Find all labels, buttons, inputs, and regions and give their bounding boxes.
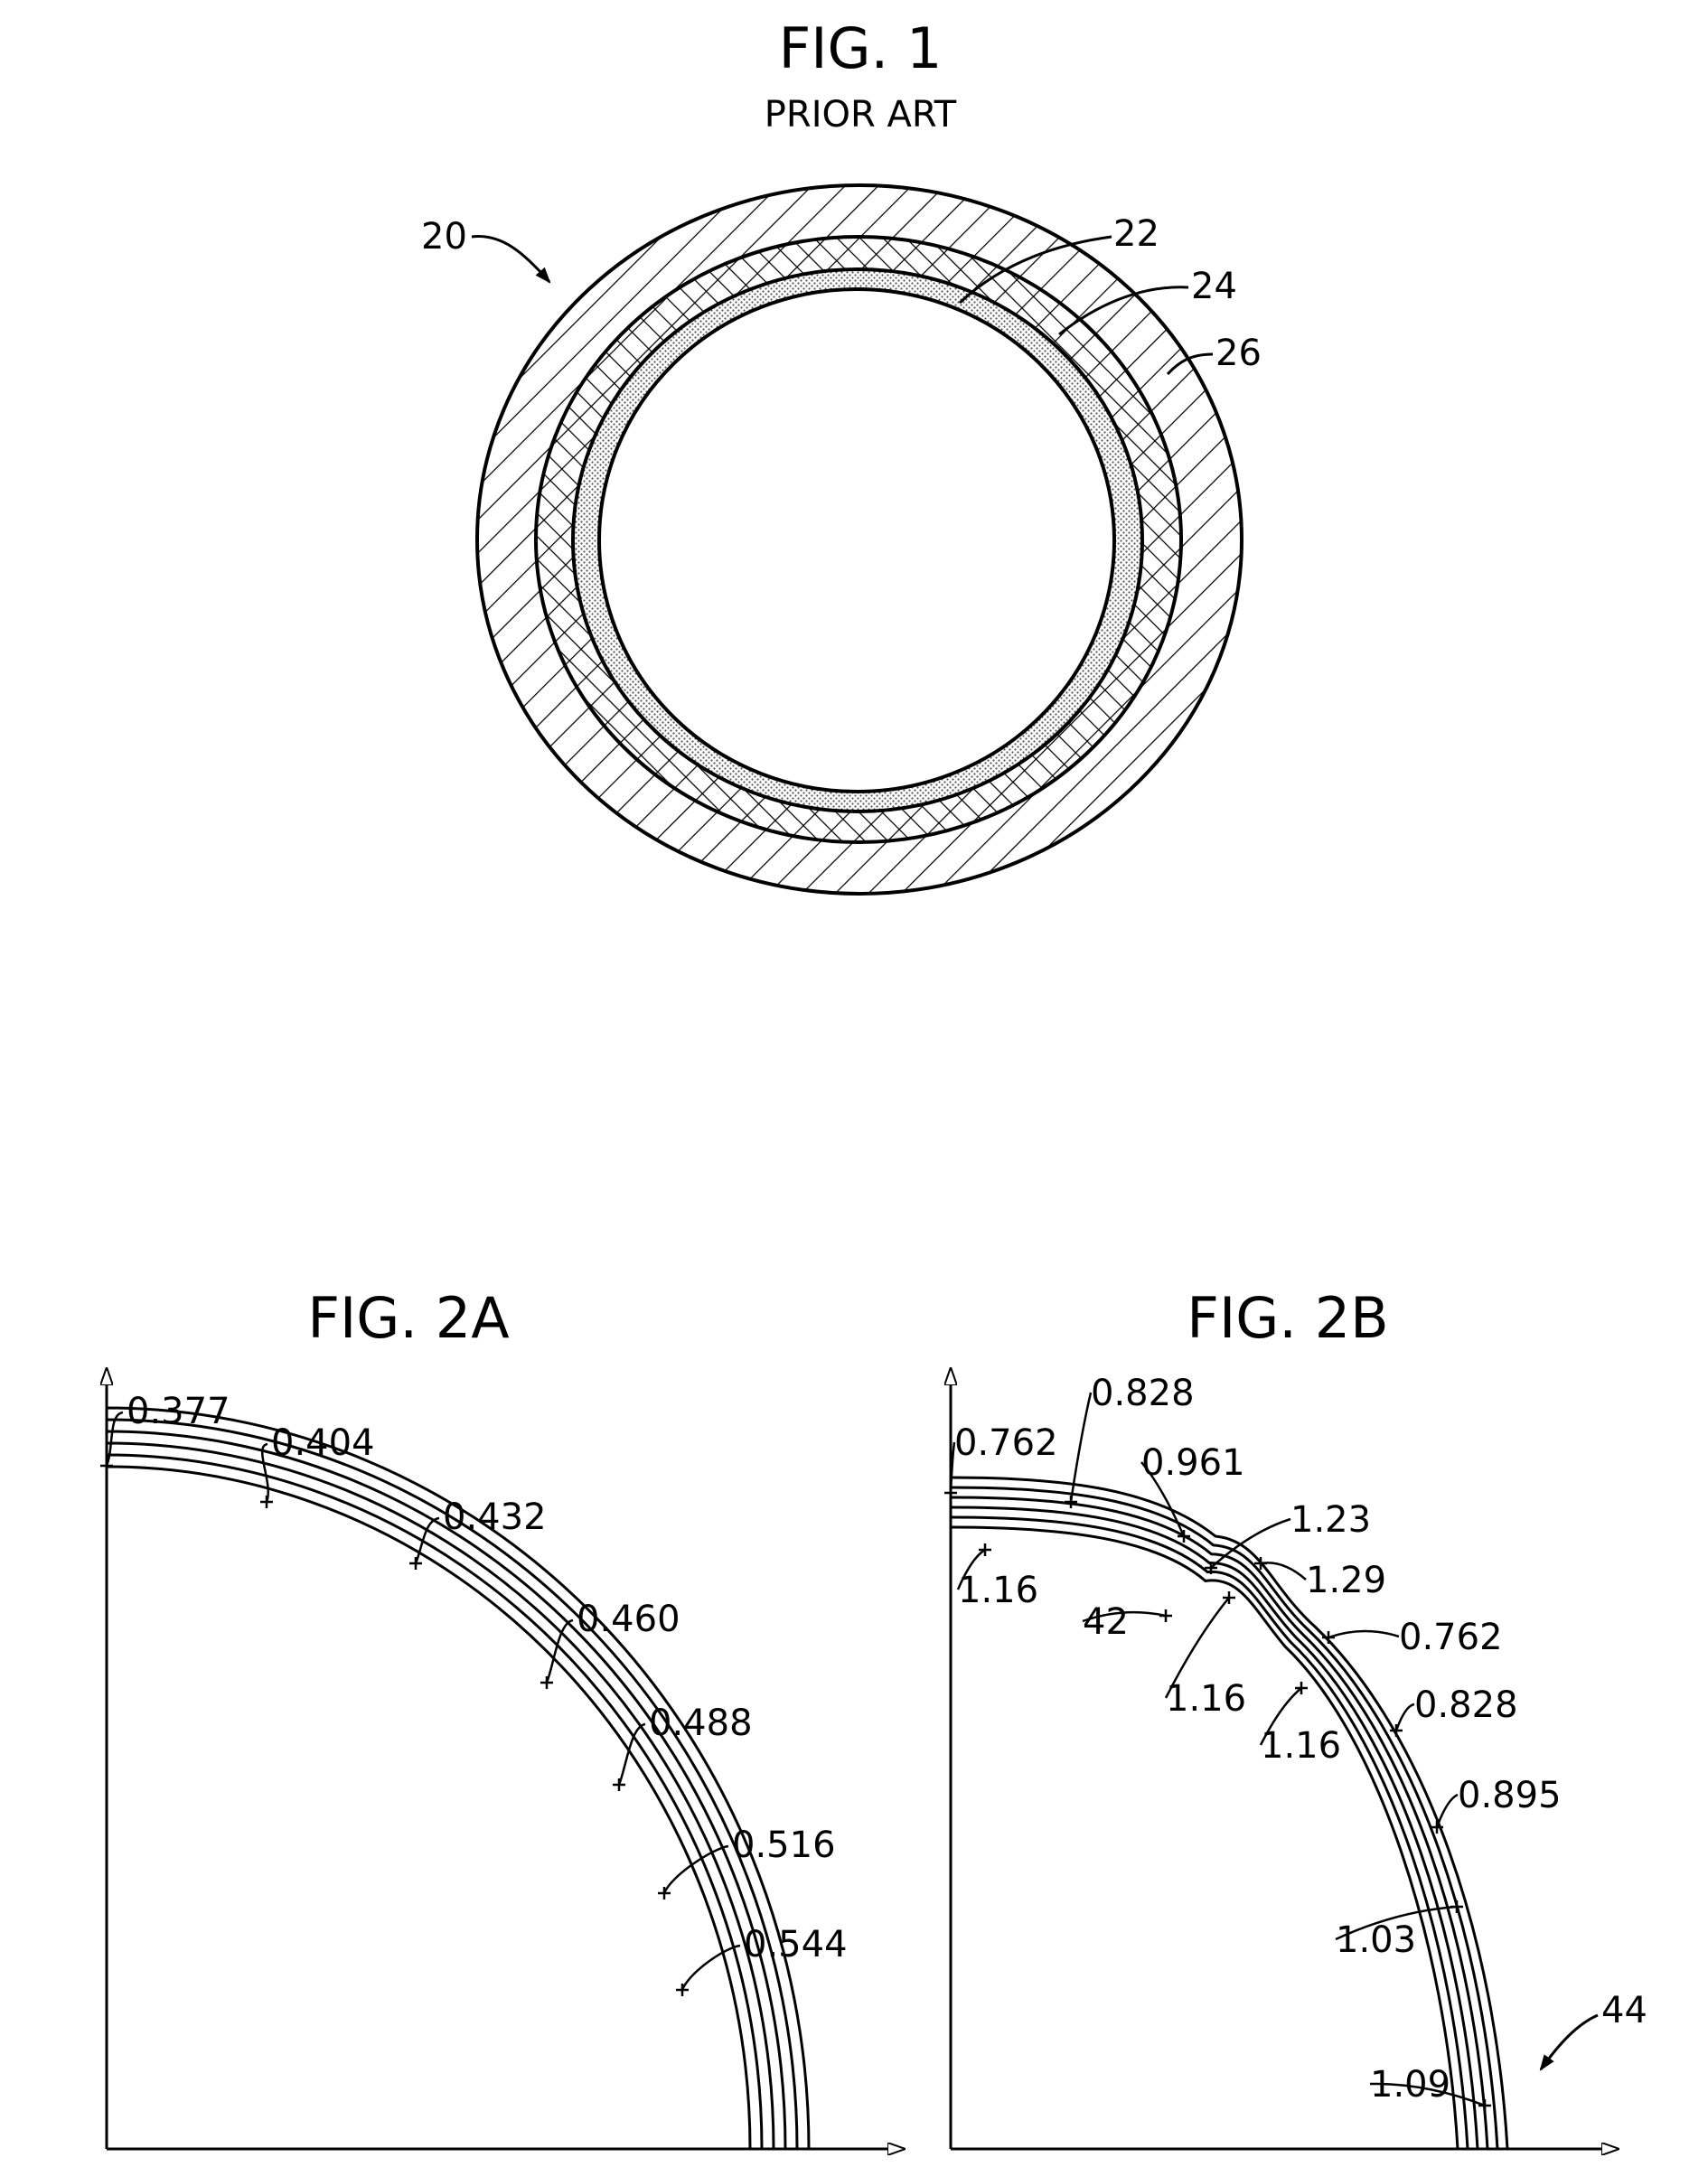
figure-2a: FIG. 2A 0.3770.4040.4320.4600.4880.5160.… xyxy=(100,1285,904,2149)
fig2b-tick-mark xyxy=(1065,1496,1077,1508)
fig2a-contour-value: 0.377 xyxy=(127,1391,230,1432)
fig2a-tick-mark xyxy=(540,1676,553,1689)
fig2a-tick-mark xyxy=(409,1557,422,1570)
fig2b-label-marks: 0.762 0.828 0.961 1.23 1.29 1.16 42 1.16 1.16 0.7… xyxy=(944,1373,1647,2112)
fig2b-contour-value: 1.29 xyxy=(1306,1560,1386,1601)
fig2b-contour-value: 0.828 xyxy=(1414,1684,1518,1726)
ref-26-label: 26 xyxy=(1215,333,1262,374)
fig2a-label-marks: 0.377 0.404 0.432 0.460 0.488 0.516 0.544 xyxy=(100,1391,848,1996)
fig2b-contour-value: 42 xyxy=(1083,1601,1129,1643)
figure-1: FIG. 1 PRIOR ART 20 22 24 26 xyxy=(421,15,1262,894)
fig2a-contour-value: 0.544 xyxy=(744,1924,848,1965)
fig2a-tick-mark xyxy=(260,1496,273,1508)
fig2a-contour-line xyxy=(107,1443,774,2149)
fig2b-title: FIG. 2B xyxy=(1187,1285,1388,1351)
fig2b-label-leader xyxy=(1396,1704,1414,1731)
ref-20-leader xyxy=(472,237,549,282)
fig2a-tick-mark xyxy=(613,1778,625,1791)
fig2b-contour-value: 0.762 xyxy=(954,1422,1058,1464)
fig2b-contour-value: 1.03 xyxy=(1336,1919,1416,1961)
fig2b-contour-value: 0.895 xyxy=(1458,1775,1562,1816)
fig2b-label-leader xyxy=(1437,1795,1458,1827)
fig2b-tick-mark xyxy=(1450,1900,1463,1913)
tube-lumen xyxy=(599,289,1114,792)
fig2a-tick-mark xyxy=(676,1984,689,1996)
fig2b-contour-line xyxy=(951,1517,1468,2149)
ref-24-label: 24 xyxy=(1191,266,1237,307)
fig2a-tick-mark xyxy=(100,1459,113,1472)
fig2b-contour-value: 1.16 xyxy=(1261,1725,1341,1767)
fig2b-contour-value: 1.09 xyxy=(1370,2064,1450,2106)
ref-44-label: 44 xyxy=(1601,1990,1647,2031)
fig2a-contour-line xyxy=(107,1455,762,2149)
fig2a-contour-line xyxy=(107,1431,785,2149)
fig2b-contour-value: 1.16 xyxy=(958,1570,1038,1611)
fig2a-contour-line xyxy=(107,1467,750,2149)
fig2b-contour-value: 0.828 xyxy=(1091,1373,1195,1414)
fig2b-contour-value: 1.16 xyxy=(1166,1678,1246,1720)
fig2a-contour-value: 0.516 xyxy=(732,1825,836,1866)
fig2b-label-leader xyxy=(1328,1631,1399,1637)
fig2a-contour-value: 0.488 xyxy=(649,1703,753,1744)
tube-cross-section xyxy=(477,185,1242,894)
fig2b-contour-value: 1.23 xyxy=(1290,1499,1371,1541)
ref-22-label: 22 xyxy=(1113,213,1159,255)
fig2b-tick-mark xyxy=(1322,1631,1335,1644)
fig2b-contour-value: 0.762 xyxy=(1399,1617,1503,1658)
fig2a-contour-value: 0.460 xyxy=(577,1599,680,1640)
fig2b-tick-mark xyxy=(1178,1530,1190,1543)
fig2b-contour-line xyxy=(951,1527,1458,2149)
ref-44-leader xyxy=(1541,2015,1598,2069)
fig2a-title: FIG. 2A xyxy=(307,1285,509,1351)
fig2a-tick-mark xyxy=(658,1887,671,1900)
fig2b-tick-mark xyxy=(1159,1609,1172,1622)
fig2b-tick-mark xyxy=(1478,2099,1491,2112)
fig2a-contour-value: 0.404 xyxy=(271,1422,375,1464)
figure-2b: FIG. 2B 0.762 0.828 0.961 1.23 1.29 1.16 42 1.1… xyxy=(944,1285,1647,2149)
fig1-title: FIG. 1 xyxy=(779,15,943,81)
fig2b-contour-value: 0.961 xyxy=(1141,1442,1245,1484)
ref-20-label: 20 xyxy=(421,216,467,258)
fig1-subtitle: PRIOR ART xyxy=(765,94,957,136)
fig2a-contour-value: 0.432 xyxy=(443,1496,547,1538)
